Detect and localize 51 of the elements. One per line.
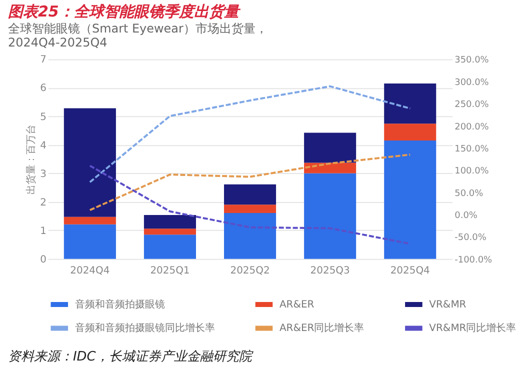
bar [384,83,436,124]
y2-tick-label: 100.0% [454,166,490,177]
legend-label: VR&MR同比增长率 [429,322,516,334]
legend-label: AR&ER同比增长率 [279,322,364,334]
bar [224,204,276,213]
bar [64,108,116,217]
bar [144,214,196,229]
y2-tick-label: 0.0% [454,210,478,221]
legend-label: 音频和音频拍摄眼镜同比增长率 [74,322,215,334]
bar [224,212,276,259]
bar [64,224,116,259]
y-axis-title: 出货量：百万台 [25,124,38,195]
y2-tick-label: -50.0% [454,233,487,244]
y2-tick-label: 150.0% [454,144,490,154]
y-tick-label: 1 [40,226,46,237]
x-tick-label: 2025Q1 [150,265,190,276]
bar [304,173,356,259]
text: 资料来源：IDC，长城证券产业金融研究院 [8,350,254,365]
x-tick-label: 2025Q4 [390,265,430,276]
x-tick-label: 2025Q2 [230,265,270,276]
bar [384,124,436,141]
bar [304,132,356,163]
line-series [88,164,412,245]
chart-title: 图表25：全球智能眼镜季度出货量 [8,2,241,20]
y2-tick-label: -100.0% [454,255,493,266]
y-tick-label: 4 [40,140,46,152]
x-tick-label: 2024Q4 [70,265,110,276]
bar [304,162,356,174]
legend-label: 音频和音频拍摄眼镜 [74,298,165,311]
bar [224,184,276,205]
legend-label: AR&ER [279,300,314,311]
legend-label: VR&MR [429,300,466,311]
x-tick-label: 2025Q3 [310,265,350,276]
y2-tick-label: 350.0% [454,56,490,66]
bar [384,140,436,259]
y2-tick-label: 200.0% [454,122,490,132]
y2-tick-label: 300.0% [454,78,490,88]
y-tick-label: 3 [40,168,46,180]
y-tick-label: 2 [40,197,46,208]
bar [144,228,196,235]
y-tick-label: 0 [40,254,46,266]
bar [64,216,116,224]
bar [144,234,196,259]
line-series [88,85,412,184]
y-tick-label: 6 [40,83,46,94]
chart-subtitle: 全球智能眼镜（Smart Eyewear）市场出货量， 2024Q4-2025Q4 [8,21,268,50]
y2-tick-label: 250.0% [454,100,490,110]
y2-tick-label: 50.0% [454,188,484,199]
line-series [88,154,412,212]
y-tick-label: 5 [40,112,46,123]
y-tick-label: 7 [40,54,46,66]
